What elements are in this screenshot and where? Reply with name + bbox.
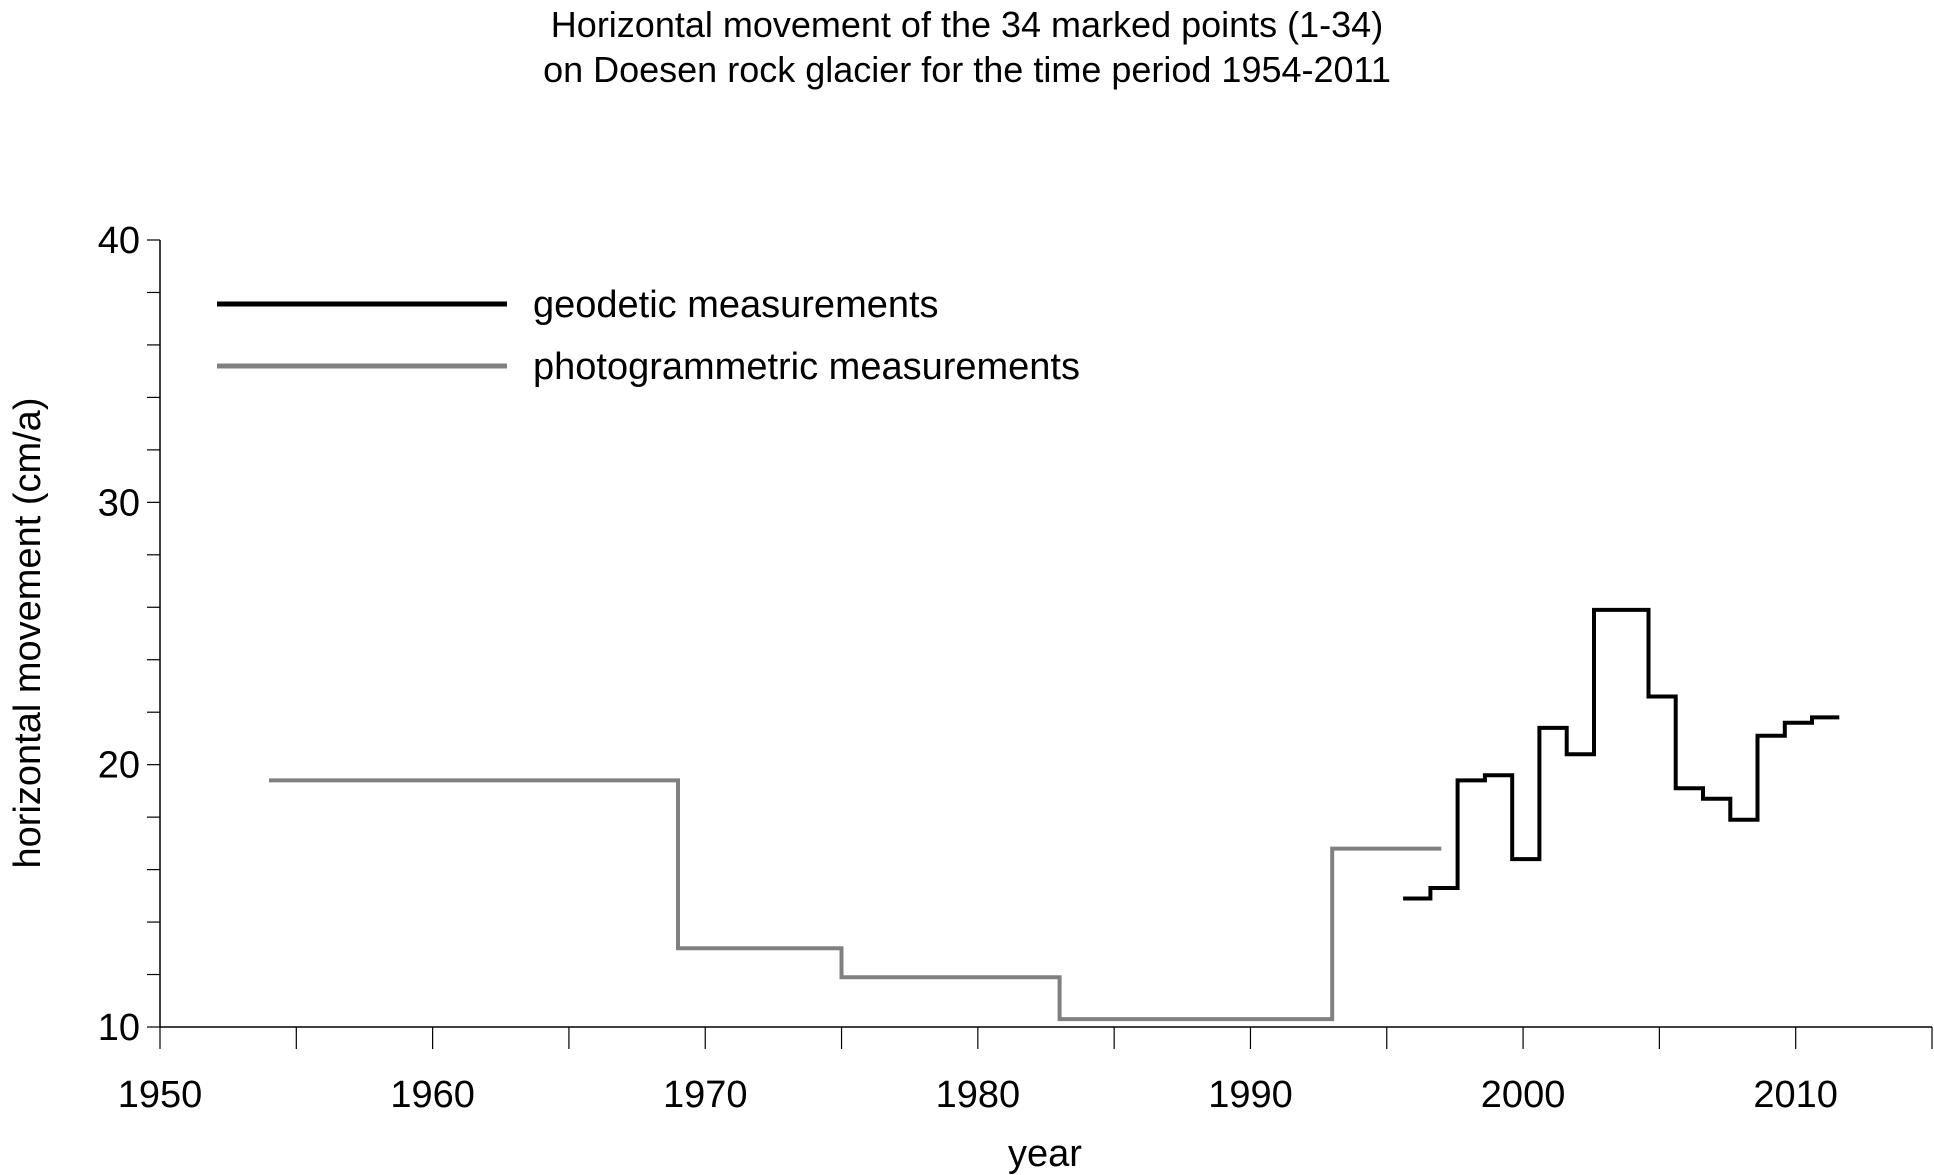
- chart-title: Horizontal movement of the 34 marked poi…: [543, 4, 1391, 90]
- y-tick-label: 40: [98, 220, 140, 262]
- x-tick-label: 2010: [1753, 1074, 1838, 1116]
- x-tick-label: 1960: [390, 1074, 475, 1116]
- legend: geodetic measurements photogrammetric mea…: [217, 284, 1080, 388]
- series-line-photogrammetric: [269, 778, 1442, 1022]
- x-tick-label: 1980: [936, 1074, 1021, 1116]
- y-tick-label: 30: [98, 482, 140, 524]
- legend-label: geodetic measurements: [533, 284, 939, 326]
- y-axis-label: horizontal movement (cm/a): [7, 398, 49, 869]
- series-line-geodetic: [1403, 607, 1840, 901]
- axes: 10 20 30 40 1950 1960 1970 1980 1990 2000 2010: [98, 220, 1933, 1116]
- chart-title-line-1: Horizontal movement of the 34 marked poi…: [551, 4, 1383, 45]
- y-tick-label: 20: [98, 745, 140, 787]
- series-layer: [269, 607, 1840, 1022]
- chart-title-line-2: on Doesen rock glacier for the time peri…: [543, 49, 1391, 90]
- x-tick-label: 1970: [663, 1074, 748, 1116]
- legend-label: photogrammetric measurements: [533, 346, 1080, 388]
- x-axis-label: year: [1008, 1133, 1082, 1175]
- y-tick-label: 10: [98, 1007, 140, 1049]
- x-tick-label: 1950: [118, 1074, 203, 1116]
- x-tick-label: 2000: [1481, 1074, 1566, 1116]
- x-tick-label: 1990: [1208, 1074, 1293, 1116]
